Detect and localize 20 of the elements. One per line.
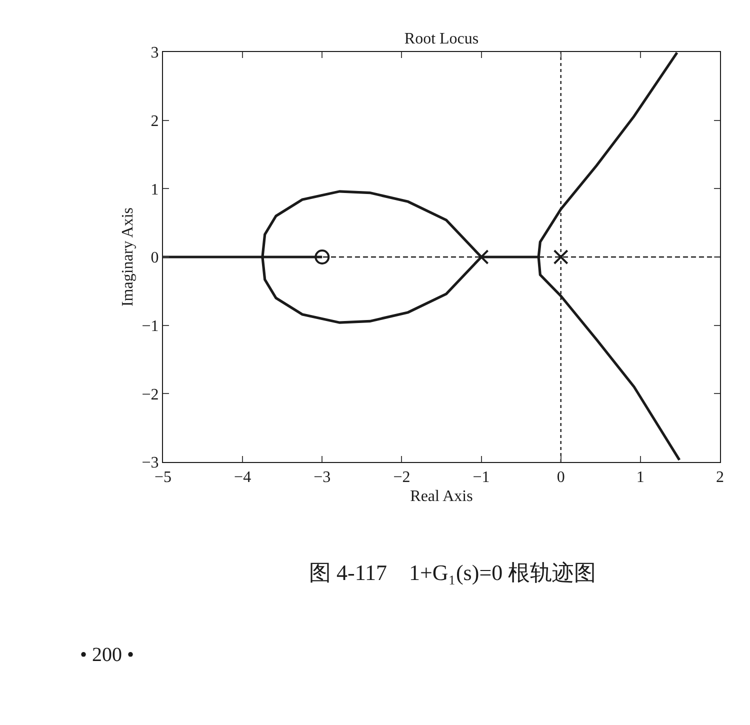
y-tick-label: 2	[150, 112, 159, 130]
x-tick-label: −5	[154, 469, 172, 486]
x-tick-label: −3	[314, 469, 331, 486]
y-tick-label: −2	[142, 386, 159, 404]
x-axis-title: Real Axis	[410, 488, 473, 505]
text: • 200 •	[80, 644, 134, 666]
x-tick-label: −1	[472, 469, 490, 486]
y-axis-title: Imaginary Axis	[120, 207, 137, 307]
chart-title: Root Locus	[404, 30, 479, 48]
y-tick-label: 1	[150, 181, 159, 198]
y-tick-label: 0	[150, 250, 159, 267]
x-tick-label: 2	[716, 469, 724, 486]
x-tick-label: 1	[636, 469, 644, 486]
y-tick-label: 3	[150, 44, 159, 62]
x-tick-label: 0	[556, 469, 565, 486]
y-tick-label: −1	[142, 318, 159, 335]
caption: 图 4-117 1+G₁(s)=0 根轨迹图	[309, 560, 596, 585]
x-tick-label: −4	[234, 469, 252, 486]
x-tick-label: −2	[393, 469, 410, 486]
y-tick-label: −3	[142, 454, 159, 472]
